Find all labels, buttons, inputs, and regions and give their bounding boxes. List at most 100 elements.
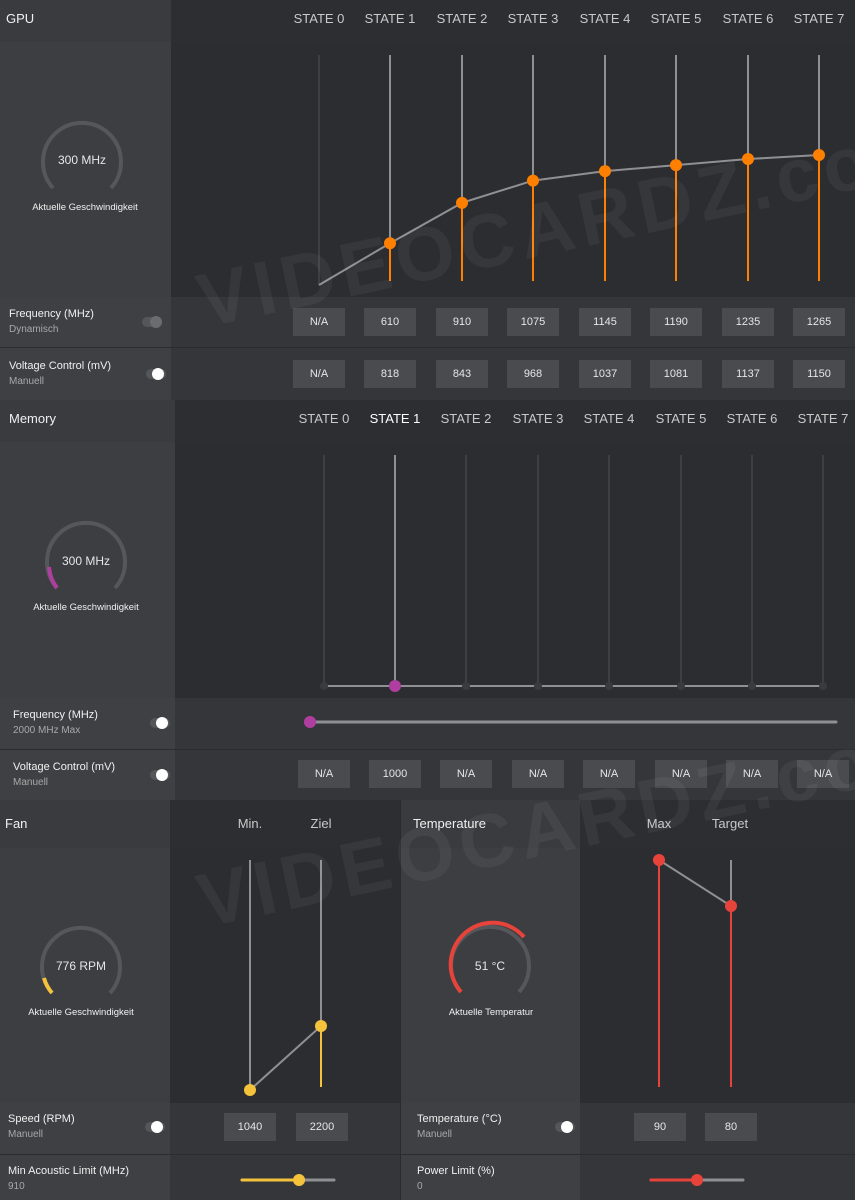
memory-voltage-value-0[interactable]: N/A <box>298 760 350 788</box>
temperature-chart-panel[interactable] <box>580 848 855 1103</box>
fan-speed-toggle[interactable] <box>145 1121 165 1133</box>
fan-acoustic-slider-knob[interactable] <box>293 1174 306 1186</box>
temperature-max-point[interactable] <box>653 854 665 866</box>
gpu-voltage-value-5[interactable]: 1081 <box>650 360 702 388</box>
memory-state-6-label[interactable]: STATE 6 <box>726 411 778 426</box>
gpu-frequency-mode: Dynamisch <box>9 324 59 335</box>
memory-frequency-slider-knob[interactable] <box>304 716 316 728</box>
gpu-state-4-point[interactable] <box>599 165 611 178</box>
power-row-left <box>401 1155 580 1200</box>
gpu-state-4-label[interactable]: STATE 4 <box>579 11 631 26</box>
gpu-state-chart[interactable] <box>0 0 855 300</box>
gpu-frequency-value-6[interactable]: 1235 <box>722 308 774 336</box>
memory-voltage-toggle[interactable] <box>150 769 170 781</box>
gpu-frequency-value-7[interactable]: 1265 <box>793 308 845 336</box>
fan-curve-line <box>249 1025 322 1091</box>
gpu-state-0-label[interactable]: STATE 0 <box>293 11 345 26</box>
memory-state-7-point[interactable] <box>819 682 827 690</box>
memory-chart-panel[interactable] <box>175 442 855 698</box>
memory-voltage-value-3[interactable]: N/A <box>512 760 564 788</box>
gpu-frequency-value-4[interactable]: 1145 <box>579 308 631 336</box>
power-limit-slider-knob[interactable] <box>691 1174 703 1186</box>
memory-state-3-label[interactable]: STATE 3 <box>512 411 564 426</box>
memory-state-0-label[interactable]: STATE 0 <box>298 411 350 426</box>
temperature-toggle[interactable] <box>555 1121 575 1133</box>
memory-voltage-value-4[interactable]: N/A <box>583 760 635 788</box>
gpu-frequency-value-3[interactable]: 1075 <box>507 308 559 336</box>
gpu-frequency-label: Frequency (MHz) <box>9 308 94 320</box>
memory-state-2-label[interactable]: STATE 2 <box>440 411 492 426</box>
gpu-gauge-caption: Aktuelle Geschwindigkeit <box>32 202 138 213</box>
fan-speed-label: Speed (RPM) <box>8 1113 75 1125</box>
gpu-state-5-label[interactable]: STATE 5 <box>650 11 702 26</box>
fan-min-point[interactable] <box>244 1084 256 1096</box>
gpu-frequency-value-0[interactable]: N/A <box>293 308 345 336</box>
memory-state-2-point[interactable] <box>462 682 470 690</box>
fan-header-left <box>0 800 170 848</box>
memory-state-0-point[interactable] <box>320 682 328 690</box>
fan-target-point[interactable] <box>315 1020 327 1032</box>
fan-gauge-panel <box>0 848 170 1103</box>
gpu-voltage-value-7[interactable]: 1150 <box>793 360 845 388</box>
memory-title: Memory <box>9 411 56 426</box>
gpu-state-5-point[interactable] <box>670 159 682 172</box>
memory-voltage-value-5[interactable]: N/A <box>655 760 707 788</box>
gpu-state-1-point[interactable] <box>384 237 396 250</box>
gpu-voltage-value-1[interactable]: 818 <box>364 360 416 388</box>
gpu-voltage-value-3[interactable]: 968 <box>507 360 559 388</box>
memory-state-4-point[interactable] <box>605 682 613 690</box>
gpu-state-7-point[interactable] <box>813 149 825 161</box>
gpu-gauge-value: 300 MHz <box>57 153 107 167</box>
fan-chart-panel[interactable] <box>170 848 400 1103</box>
fan-gauge-value: 776 RPM <box>55 959 107 973</box>
memory-voltage-value-7[interactable]: N/A <box>797 760 849 788</box>
memory-state-chart[interactable] <box>0 0 855 700</box>
gpu-state-2-point[interactable] <box>456 196 468 209</box>
temperature-max-value[interactable]: 90 <box>634 1113 686 1141</box>
memory-state-1-label[interactable]: STATE 1 <box>369 411 421 426</box>
memory-state-5-point[interactable] <box>677 682 685 690</box>
memory-gauge-value: 300 MHz <box>61 554 111 568</box>
memory-voltage-value-6[interactable]: N/A <box>726 760 778 788</box>
gpu-state-3-label[interactable]: STATE 3 <box>507 11 559 26</box>
memory-voltage-value-2[interactable]: N/A <box>440 760 492 788</box>
memory-voltage-value-1[interactable]: 1000 <box>369 760 421 788</box>
gpu-voltage-toggle[interactable] <box>146 368 166 380</box>
temperature-target-point[interactable] <box>725 900 737 912</box>
memory-frequency-toggle[interactable] <box>150 717 170 729</box>
memory-header-left <box>0 400 175 442</box>
fan-speed-row-right <box>170 1103 400 1154</box>
gpu-chart-panel[interactable] <box>171 42 855 297</box>
memory-state-7-label[interactable]: STATE 7 <box>797 411 849 426</box>
memory-state-1-point[interactable] <box>389 680 401 692</box>
memory-frequency-row-left <box>0 698 175 749</box>
memory-state-4-label[interactable]: STATE 4 <box>583 411 635 426</box>
fan-min-value[interactable]: 1040 <box>224 1113 276 1141</box>
gpu-frequency-value-5[interactable]: 1190 <box>650 308 702 336</box>
gpu-state-1-label[interactable]: STATE 1 <box>364 11 416 26</box>
memory-state-5-label[interactable]: STATE 5 <box>655 411 707 426</box>
gpu-state-3-point[interactable] <box>527 174 539 187</box>
memory-frequency-slider[interactable] <box>0 0 855 760</box>
gpu-frequency-value-2[interactable]: 910 <box>436 308 488 336</box>
gpu-state-7-label[interactable]: STATE 7 <box>793 11 845 26</box>
gpu-frequency-toggle[interactable] <box>142 316 162 328</box>
gpu-voltage-value-4[interactable]: 1037 <box>579 360 631 388</box>
gpu-state-2-label[interactable]: STATE 2 <box>436 11 488 26</box>
gpu-frequency-value-1[interactable]: 610 <box>364 308 416 336</box>
temperature-target-value[interactable]: 80 <box>705 1113 757 1141</box>
gpu-voltage-value-2[interactable]: 843 <box>436 360 488 388</box>
power-limit-value: 0 <box>417 1181 423 1192</box>
memory-state-3-point[interactable] <box>534 682 542 690</box>
gpu-state-6-label[interactable]: STATE 6 <box>722 11 774 26</box>
memory-state-6-point[interactable] <box>748 682 756 690</box>
fan-target-value[interactable]: 2200 <box>296 1113 348 1141</box>
gpu-voltage-value-6[interactable]: 1137 <box>722 360 774 388</box>
gpu-state-6-point[interactable] <box>742 153 754 166</box>
gpu-voltage-value-0[interactable]: N/A <box>293 360 345 388</box>
